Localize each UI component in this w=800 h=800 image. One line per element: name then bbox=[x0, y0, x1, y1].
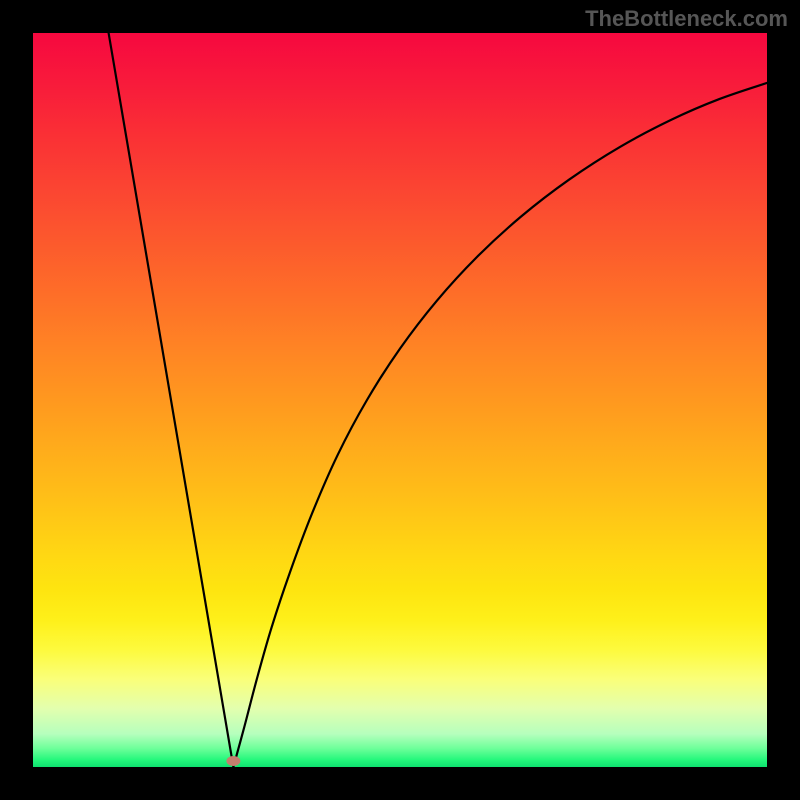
watermark-text: TheBottleneck.com bbox=[585, 6, 788, 32]
minimum-marker bbox=[226, 756, 240, 766]
chart-background bbox=[33, 33, 767, 767]
chart-svg bbox=[0, 0, 800, 800]
bottleneck-chart: TheBottleneck.com bbox=[0, 0, 800, 800]
